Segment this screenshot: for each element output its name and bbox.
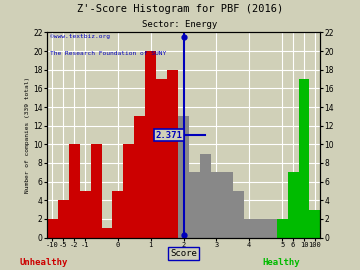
Text: ©www.textbiz.org: ©www.textbiz.org [50, 35, 109, 39]
Bar [298, 79, 310, 238]
Bar [288, 172, 298, 238]
Text: The Research Foundation of SUNY: The Research Foundation of SUNY [50, 51, 166, 56]
Bar [134, 116, 145, 238]
Text: Z'-Score Histogram for PBF (2016): Z'-Score Histogram for PBF (2016) [77, 4, 283, 14]
Bar [112, 191, 123, 238]
Bar [255, 219, 266, 238]
Bar [80, 191, 91, 238]
Bar [233, 191, 244, 238]
Bar [69, 144, 80, 238]
Bar [145, 51, 156, 238]
Bar [167, 70, 178, 238]
Bar [276, 219, 288, 238]
Bar [310, 210, 320, 238]
Y-axis label: Number of companies (339 total): Number of companies (339 total) [25, 77, 30, 193]
Text: Unhealthy: Unhealthy [19, 258, 67, 267]
Text: Healthy: Healthy [262, 258, 300, 267]
Bar [200, 154, 211, 238]
Text: 2.371: 2.371 [156, 130, 183, 140]
Bar [266, 219, 276, 238]
Text: Sector: Energy: Sector: Energy [142, 20, 218, 29]
Bar [123, 144, 134, 238]
X-axis label: Score: Score [170, 249, 197, 258]
Bar [244, 219, 255, 238]
Bar [58, 200, 69, 238]
Bar [178, 116, 189, 238]
Bar [189, 172, 200, 238]
Bar [156, 79, 167, 238]
Bar [102, 228, 112, 238]
Bar [91, 144, 102, 238]
Bar [222, 172, 233, 238]
Bar [211, 172, 222, 238]
Bar [47, 219, 58, 238]
